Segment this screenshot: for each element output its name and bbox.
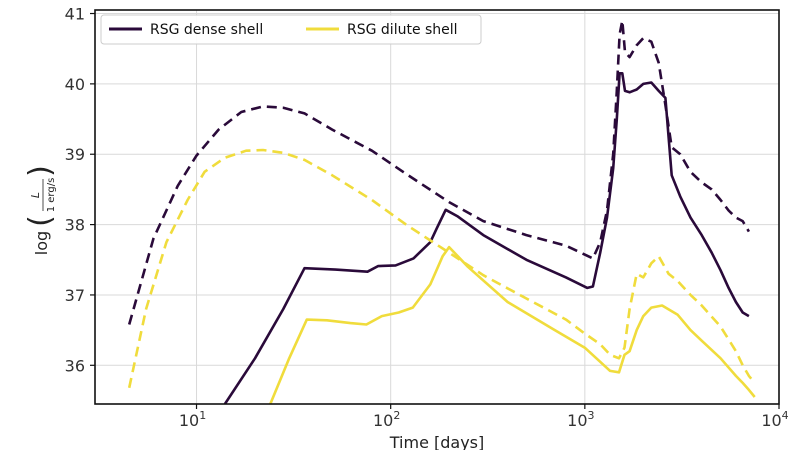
legend-box bbox=[100, 14, 482, 45]
y-axis-label-denominator: 1 erg/s bbox=[46, 178, 57, 213]
legend-label-dilute: RSG dilute shell bbox=[347, 22, 458, 38]
y-tick-label-1: 37 bbox=[65, 286, 85, 305]
series-lines bbox=[127, 19, 756, 404]
y-tick-label-4: 40 bbox=[65, 75, 85, 94]
y-tick-label-0: 36 bbox=[65, 356, 85, 375]
y-axis-label-log: log bbox=[32, 231, 51, 255]
x-axis-label: Time [days] bbox=[389, 433, 485, 450]
y-axis-label-numerator: L bbox=[29, 192, 42, 198]
legend: RSG dense shell RSG dilute shell bbox=[100, 14, 482, 45]
series-line-3 bbox=[127, 148, 756, 389]
x-tick-exponent-0: 1 bbox=[199, 409, 206, 422]
y-tick-label-3: 39 bbox=[65, 145, 85, 164]
series-line-0 bbox=[223, 72, 750, 404]
x-tick-exponent-1: 2 bbox=[393, 409, 400, 422]
y-tick-label-2: 38 bbox=[65, 216, 85, 235]
grid-lines bbox=[95, 10, 779, 404]
series-line-2 bbox=[269, 245, 756, 404]
y-axis-label-left-paren: ( bbox=[23, 215, 58, 227]
plot-frame bbox=[94, 9, 780, 405]
x-tick-exponent-3: 4 bbox=[782, 409, 789, 422]
y-axis-label-right-paren: ) bbox=[23, 165, 58, 177]
y-axis-label: log ( L 1 erg/s ) bbox=[23, 165, 58, 255]
series-line-1 bbox=[127, 19, 751, 325]
y-tick-label-5: 41 bbox=[65, 5, 85, 24]
x-tick-exponent-2: 3 bbox=[588, 409, 595, 422]
legend-label-dense: RSG dense shell bbox=[150, 22, 263, 38]
